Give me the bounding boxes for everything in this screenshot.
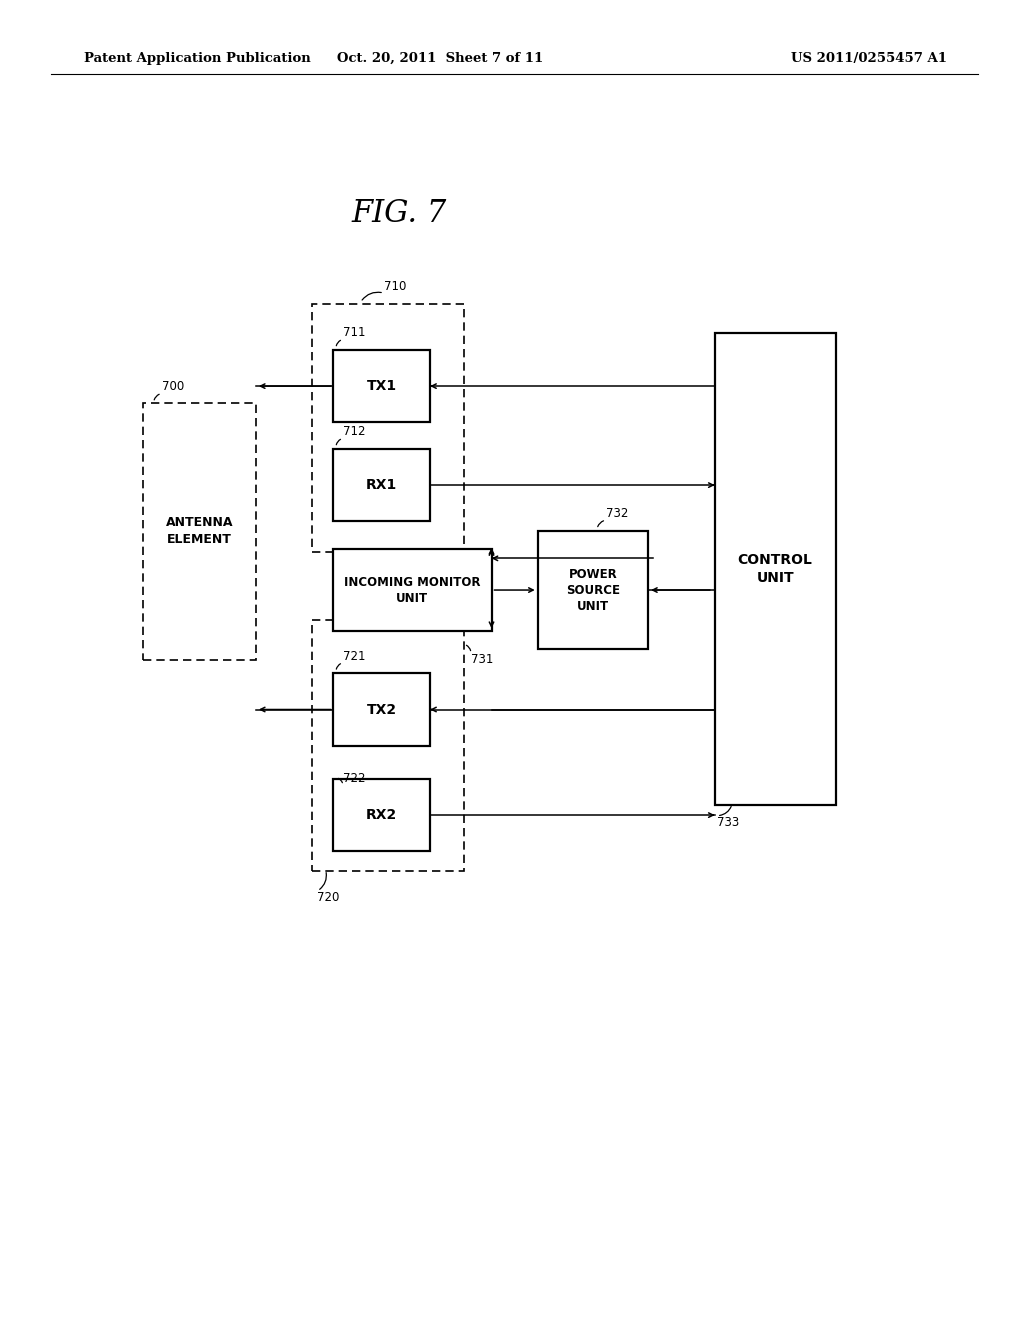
Text: 712: 712: [343, 425, 366, 438]
Text: 711: 711: [343, 326, 366, 339]
Text: TX2: TX2: [367, 702, 396, 717]
Text: INCOMING MONITOR
UNIT: INCOMING MONITOR UNIT: [344, 576, 480, 605]
Text: Patent Application Publication: Patent Application Publication: [84, 51, 310, 65]
Text: 731: 731: [471, 653, 494, 667]
Text: CONTROL
UNIT: CONTROL UNIT: [737, 553, 813, 585]
Text: 710: 710: [384, 280, 407, 293]
Bar: [333, 779, 430, 851]
Text: 733: 733: [717, 816, 739, 829]
Text: 722: 722: [343, 772, 366, 785]
Text: US 2011/0255457 A1: US 2011/0255457 A1: [792, 51, 947, 65]
Text: Oct. 20, 2011  Sheet 7 of 11: Oct. 20, 2011 Sheet 7 of 11: [337, 51, 544, 65]
Bar: [715, 333, 836, 805]
Bar: [333, 673, 430, 746]
Text: 732: 732: [606, 507, 629, 520]
Bar: [312, 304, 464, 552]
Text: 720: 720: [317, 891, 340, 904]
Bar: [312, 620, 464, 871]
Text: POWER
SOURCE
UNIT: POWER SOURCE UNIT: [566, 568, 620, 612]
Bar: [333, 449, 430, 521]
Text: FIG. 7: FIG. 7: [351, 198, 447, 230]
Text: ANTENNA
ELEMENT: ANTENNA ELEMENT: [166, 516, 233, 546]
Text: 721: 721: [343, 649, 366, 663]
Bar: [333, 350, 430, 422]
Bar: [143, 403, 256, 660]
Text: TX1: TX1: [367, 379, 396, 393]
Text: RX2: RX2: [366, 808, 397, 822]
Text: 700: 700: [162, 380, 184, 393]
Bar: [333, 549, 492, 631]
Bar: [538, 531, 648, 649]
Text: RX1: RX1: [366, 478, 397, 492]
